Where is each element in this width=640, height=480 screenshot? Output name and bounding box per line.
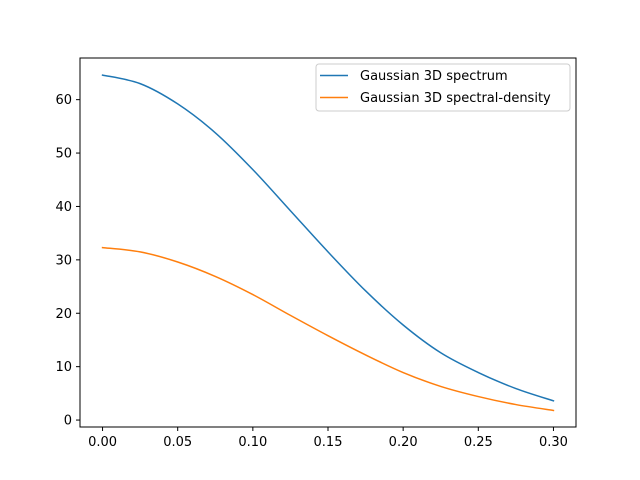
plot-area: 0.00 0.05 0.10 0.15 0.20 0.25 0.30 0 10 20 30 40 50… <box>55 57 577 450</box>
y-tick-label: 50 <box>55 147 72 162</box>
y-tick-label: 0 <box>64 414 72 429</box>
legend-entries: Gaussian 3D spectrum Gaussian 3D spectral… <box>320 69 551 106</box>
legend-label-2: Gaussian 3D spectral-density <box>360 91 551 106</box>
x-tick-label: 0.15 <box>314 435 343 450</box>
y-tick-label: 30 <box>55 253 72 268</box>
x-tick-label: 0.25 <box>464 435 493 450</box>
series-layer <box>101 74 555 412</box>
x-tick-label: 0.10 <box>238 435 267 450</box>
series-line-1 <box>101 74 555 402</box>
y-axis: 0 10 20 30 40 50 60 <box>55 93 80 429</box>
y-tick-label: 60 <box>55 93 72 108</box>
legend-box <box>315 63 571 112</box>
legend: Gaussian 3D spectrum Gaussian 3D spectral… <box>315 63 571 112</box>
x-axis: 0.00 0.05 0.10 0.15 0.20 0.25 0.30 <box>88 427 568 450</box>
y-tick-label: 20 <box>55 307 72 322</box>
x-tick-label: 0.00 <box>88 435 117 450</box>
x-tick-label: 0.20 <box>389 435 418 450</box>
legend-label-1: Gaussian 3D spectrum <box>360 69 508 84</box>
x-tick-label: 0.30 <box>539 435 568 450</box>
y-tick-label: 10 <box>55 360 72 375</box>
series-line-2 <box>101 246 555 412</box>
x-tick-label: 0.05 <box>163 435 192 450</box>
y-tick-label: 40 <box>55 200 72 215</box>
